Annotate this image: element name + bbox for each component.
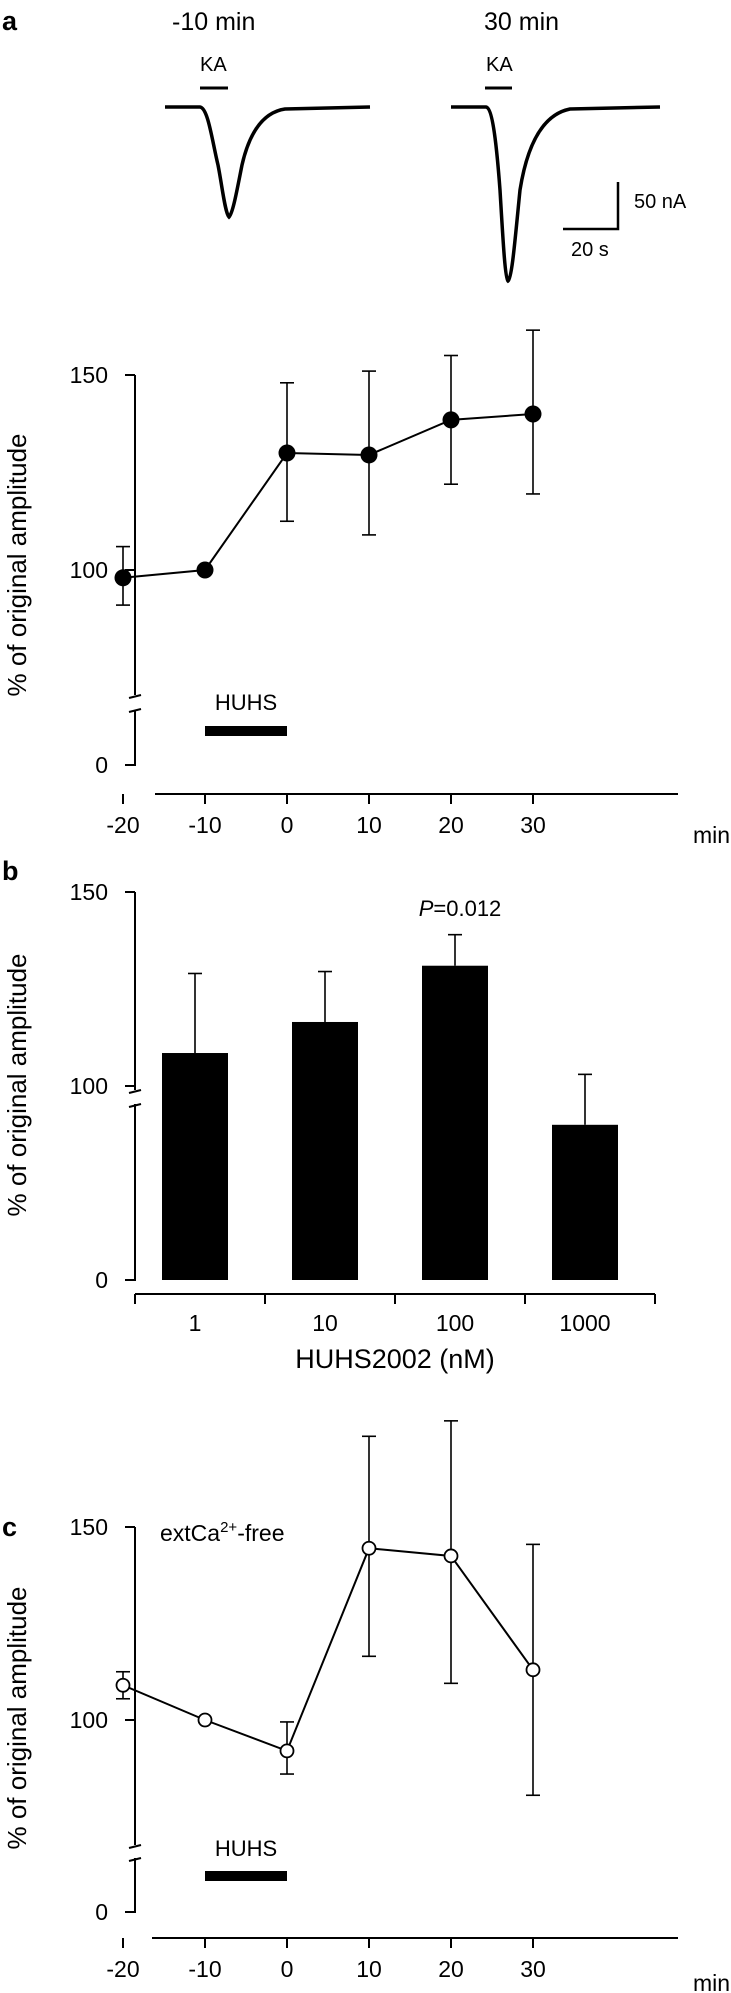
trace-1-title: -10 min — [172, 8, 255, 36]
x-axis-unit-a: min — [693, 822, 730, 848]
data-point — [524, 405, 542, 423]
series-line — [122, 413, 534, 579]
p-value-annotation: P=0.012 — [419, 896, 502, 921]
p-value-symbol: P — [419, 896, 434, 921]
y-tick-label: 150 — [70, 362, 108, 388]
y-tick-label: 150 — [70, 879, 108, 905]
chart-c: 150 100 0 % of original amplitude min -2… — [2, 1420, 730, 1993]
condition-suffix: -free — [237, 1520, 284, 1546]
category-label: 100 — [436, 1310, 474, 1336]
y-axis-title-b: % of original amplitude — [2, 953, 32, 1216]
x-tick-label: -20 — [106, 1956, 139, 1982]
y-tick-label: 0 — [95, 752, 108, 778]
y-axis-title-c: % of original amplitude — [2, 1586, 32, 1849]
panel-b-letter: b — [2, 856, 19, 886]
data-point — [115, 1677, 131, 1693]
x-tick-label: -10 — [188, 1956, 221, 1982]
huhs-bar-label: HUHS — [215, 1836, 277, 1861]
x-axis-unit-c: min — [693, 1970, 730, 1993]
condition-prefix: extCa — [160, 1520, 220, 1546]
x-tick-label: 10 — [356, 812, 382, 838]
category-label: 1000 — [559, 1310, 610, 1336]
huhs-application-bar — [205, 1871, 287, 1881]
chart-b: 150 100 0 % of original amplitude HUHS20… — [2, 879, 656, 1374]
data-point — [196, 561, 214, 579]
trace-2-title: 30 min — [484, 8, 559, 36]
bar — [552, 1124, 618, 1280]
scale-bar-x-label: 20 s — [571, 239, 609, 261]
x-tick-label: 0 — [281, 812, 294, 838]
x-tick-label: 30 — [520, 1956, 546, 1982]
data-point — [442, 411, 460, 429]
x-tick-label: 20 — [438, 1956, 464, 1982]
panel-c-letter: c — [2, 1512, 17, 1542]
y-tick-label: 150 — [70, 1514, 108, 1540]
x-axis-title-b: HUHS2002 (nM) — [295, 1344, 495, 1374]
huhs-application-bar — [205, 726, 287, 736]
data-point — [197, 1712, 213, 1728]
data-point — [360, 446, 378, 464]
y-tick-label: 0 — [95, 1899, 108, 1925]
y-tick-label: 100 — [70, 1073, 108, 1099]
x-tick-label: 30 — [520, 812, 546, 838]
y-tick-label: 100 — [70, 1707, 108, 1733]
category-label: 1 — [189, 1310, 202, 1336]
p-value-number: =0.012 — [433, 896, 501, 921]
bar — [162, 1053, 228, 1280]
x-tick-label: -10 — [188, 812, 221, 838]
stim-label-1: KA — [200, 54, 227, 76]
condition-superscript: 2+ — [220, 1519, 237, 1536]
panel-a-letter: a — [2, 6, 18, 36]
huhs-bar-label: HUHS — [215, 690, 277, 715]
scale-bar — [563, 182, 620, 231]
x-tick-label: 20 — [438, 812, 464, 838]
data-point — [525, 1662, 541, 1678]
x-tick-label: 10 — [356, 1956, 382, 1982]
scale-bar-y-label: 50 nA — [634, 191, 687, 213]
bar — [292, 1021, 358, 1280]
category-label: 10 — [312, 1310, 338, 1336]
current-trace-1 — [165, 105, 371, 220]
y-axis-title-a: % of original amplitude — [2, 433, 32, 696]
y-axis-c — [125, 1526, 142, 1913]
x-tick-label: 0 — [281, 1956, 294, 1982]
x-tick-label: -20 — [106, 812, 139, 838]
data-point — [279, 1743, 295, 1759]
y-tick-label: 0 — [95, 1267, 108, 1293]
data-point — [361, 1540, 377, 1556]
data-point — [114, 569, 132, 587]
data-point — [443, 1548, 459, 1564]
stim-label-2: KA — [486, 54, 513, 76]
chart-a: 150 100 0 % of original amplitude min -2… — [2, 329, 730, 848]
y-axis-b — [125, 891, 142, 1281]
y-axis-a — [125, 374, 142, 766]
current-trace-2 — [451, 105, 661, 284]
y-tick-label: 100 — [70, 557, 108, 583]
bar — [422, 965, 488, 1280]
series-line — [122, 1547, 534, 1753]
condition-label: extCa2+-free — [160, 1519, 285, 1546]
data-point — [278, 444, 296, 462]
